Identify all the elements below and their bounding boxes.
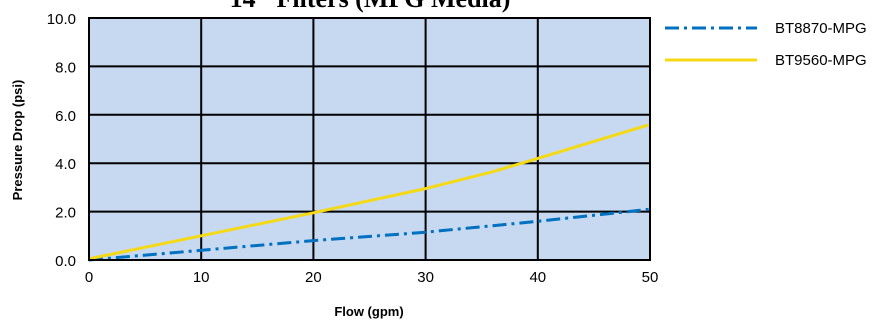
y-tick-label: 8.0 — [55, 59, 76, 76]
plot-border — [88, 17, 651, 261]
y-tick-label: 4.0 — [55, 156, 76, 173]
x-tick-label: 10 — [193, 269, 210, 286]
legend-label: BT8870-MPG — [775, 20, 867, 37]
legend-label: BT9560-MPG — [775, 52, 867, 69]
chart-title: 14" Filters (MPG Media) — [230, 0, 511, 13]
y-axis-label: Pressure Drop (psi) — [10, 80, 25, 201]
plot-background — [89, 18, 650, 260]
y-tick-label: 6.0 — [55, 108, 76, 125]
y-tick-label: 2.0 — [55, 205, 76, 222]
x-tick-label: 40 — [529, 269, 546, 286]
x-tick-label: 0 — [85, 269, 93, 286]
x-tick-label: 50 — [642, 269, 659, 286]
series-line-bt9560-mpg — [88, 123, 651, 261]
tick-labels: 0 10 20 30 40 50 0.0 2.0 4.0 6.0 8.0 10.0 — [47, 11, 659, 286]
legend: BT8870-MPG BT9560-MPG — [665, 20, 867, 69]
x-tick-label: 30 — [417, 269, 434, 286]
y-tick-label: 0.0 — [55, 253, 76, 270]
x-axis-label: Flow (gpm) — [334, 304, 403, 319]
x-tick-label: 20 — [305, 269, 322, 286]
y-tick-label: 10.0 — [47, 11, 76, 28]
series-line-bt8870-mpg — [88, 207, 651, 262]
series-lines — [88, 123, 651, 262]
